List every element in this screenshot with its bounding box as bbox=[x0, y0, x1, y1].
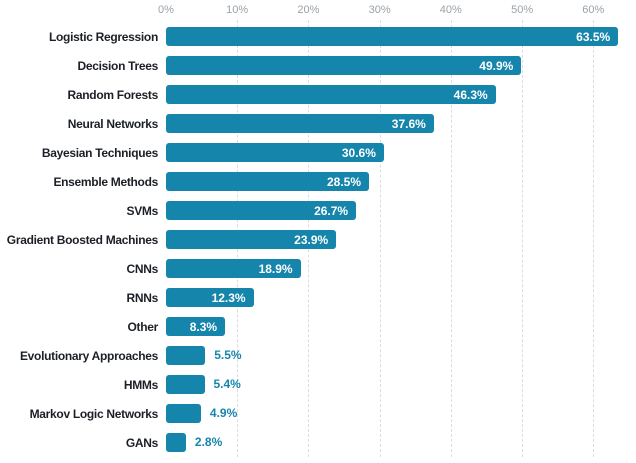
bar bbox=[166, 433, 186, 452]
bar-area: 30.6% bbox=[166, 138, 636, 167]
bar-area: 46.3% bbox=[166, 80, 636, 109]
category-label: GANs bbox=[125, 435, 158, 450]
bar-row: Other 8.3% bbox=[0, 312, 636, 341]
gridline bbox=[522, 20, 524, 457]
x-axis: 0% 10% 20% 30% 40% 50% 60% bbox=[158, 0, 636, 22]
bar: 30.6% bbox=[166, 143, 384, 162]
category-label: Markov Logic Networks bbox=[29, 406, 159, 421]
value-label: 28.5% bbox=[326, 174, 361, 189]
bar bbox=[166, 375, 205, 394]
bar: 23.9% bbox=[166, 230, 337, 249]
bar: 28.5% bbox=[166, 172, 369, 191]
value-label: 49.9% bbox=[479, 58, 514, 73]
category-label: CNNs bbox=[126, 261, 159, 276]
value-label: 30.6% bbox=[341, 145, 376, 160]
value-label: 8.3% bbox=[189, 319, 218, 334]
value-label: 2.8% bbox=[194, 435, 223, 449]
bar-area: 28.5% bbox=[166, 167, 636, 196]
gridline bbox=[379, 20, 381, 457]
bar-row: HMMs 5.4% bbox=[0, 370, 636, 399]
bar-row: Neural Networks 37.6% bbox=[0, 109, 636, 138]
value-label: 46.3% bbox=[453, 87, 488, 102]
category-label: SVMs bbox=[126, 203, 159, 218]
bar-area: 37.6% bbox=[166, 109, 636, 138]
bar-row: RNNs 12.3% bbox=[0, 283, 636, 312]
category-label: RNNs bbox=[126, 290, 159, 305]
bar-row: SVMs 26.7% bbox=[0, 196, 636, 225]
bar-row: GANs 2.8% bbox=[0, 428, 636, 457]
x-tick-label: 60% bbox=[582, 4, 605, 16]
category-label: Other bbox=[127, 319, 158, 334]
bar: 63.5% bbox=[166, 27, 619, 46]
bar-row: Bayesian Techniques 30.6% bbox=[0, 138, 636, 167]
bar bbox=[166, 346, 206, 365]
bar: 8.3% bbox=[166, 317, 226, 336]
x-tick-label: 10% bbox=[226, 4, 249, 16]
bar: 46.3% bbox=[166, 85, 496, 104]
x-tick-label: 30% bbox=[368, 4, 391, 16]
bar-rows: Logistic Regression 63.5% Decision Trees… bbox=[0, 22, 636, 457]
bar-area: 63.5% bbox=[166, 22, 636, 51]
bar-area: 5.5% bbox=[166, 341, 636, 370]
bar-row: Logistic Regression 63.5% bbox=[0, 22, 636, 51]
bar-area: 8.3% bbox=[166, 312, 636, 341]
category-label: Logistic Regression bbox=[49, 29, 158, 44]
bar: 18.9% bbox=[166, 259, 301, 278]
bar-area: 26.7% bbox=[166, 196, 636, 225]
bar-row: Random Forests 46.3% bbox=[0, 80, 636, 109]
bar-row: Gradient Boosted Machines 23.9% bbox=[0, 225, 636, 254]
x-tick-label: 50% bbox=[511, 4, 534, 16]
bar: 26.7% bbox=[166, 201, 357, 220]
bar: 12.3% bbox=[166, 288, 254, 307]
bar-area: 12.3% bbox=[166, 283, 636, 312]
bar-area: 2.8% bbox=[166, 428, 636, 457]
gridline bbox=[450, 20, 452, 457]
value-label: 37.6% bbox=[391, 116, 426, 131]
category-label: Decision Trees bbox=[77, 58, 158, 73]
category-label: Neural Networks bbox=[67, 116, 159, 131]
x-tick-label: 0% bbox=[158, 4, 174, 16]
category-label: Ensemble Methods bbox=[53, 174, 158, 189]
gridline bbox=[593, 20, 595, 457]
value-label: 63.5% bbox=[576, 29, 611, 44]
category-label: HMMs bbox=[123, 377, 158, 392]
value-label: 23.9% bbox=[294, 232, 329, 247]
value-label: 5.5% bbox=[214, 348, 242, 362]
category-label: Evolutionary Approaches bbox=[19, 348, 158, 363]
bar-area: 18.9% bbox=[166, 254, 636, 283]
bar-row: Decision Trees 49.9% bbox=[0, 51, 636, 80]
bar: 37.6% bbox=[166, 114, 434, 133]
bar-row: Evolutionary Approaches 5.5% bbox=[0, 341, 636, 370]
bar-area: 23.9% bbox=[166, 225, 636, 254]
value-label: 4.9% bbox=[209, 406, 238, 420]
x-tick-label: 40% bbox=[439, 4, 462, 16]
value-label: 26.7% bbox=[314, 203, 349, 218]
x-tick-label: 20% bbox=[297, 4, 320, 16]
category-label: Gradient Boosted Machines bbox=[6, 232, 159, 247]
bar-area: 4.9% bbox=[166, 399, 636, 428]
bar-row: Markov Logic Networks 4.9% bbox=[0, 399, 636, 428]
bar-area: 5.4% bbox=[166, 370, 636, 399]
bar-row: Ensemble Methods 28.5% bbox=[0, 167, 636, 196]
value-label: 18.9% bbox=[258, 261, 293, 276]
bar-row: CNNs 18.9% bbox=[0, 254, 636, 283]
bar: 49.9% bbox=[166, 56, 522, 75]
value-label: 12.3% bbox=[211, 290, 246, 305]
bar bbox=[166, 404, 201, 423]
category-label: Random Forests bbox=[67, 87, 159, 102]
category-label: Bayesian Techniques bbox=[41, 145, 158, 160]
bar-area: 49.9% bbox=[166, 51, 636, 80]
value-label: 5.4% bbox=[213, 377, 241, 391]
